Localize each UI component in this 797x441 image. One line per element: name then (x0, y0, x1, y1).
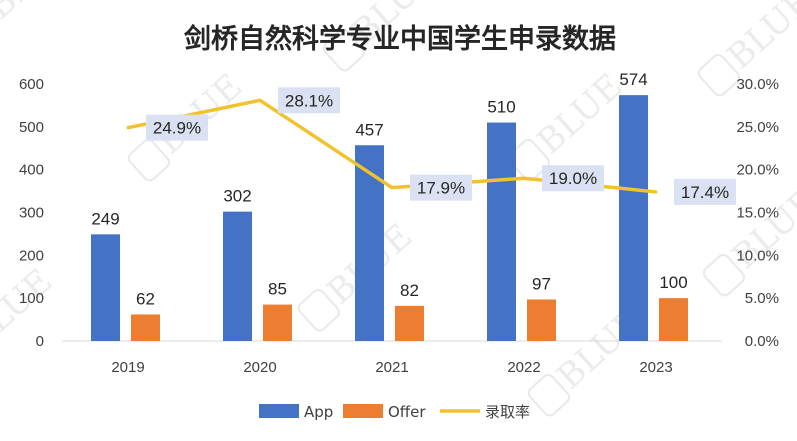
legend: App Offer 录取率 (259, 403, 530, 421)
data-labels: 249 62 302 85 457 82 510 97 574 100 24.9% 28.1% 17.9… (91, 70, 736, 308)
app-bar (487, 122, 516, 341)
watermark: BLUE (0, 0, 80, 27)
app-bar (223, 211, 252, 341)
legend-swatch-app (259, 404, 299, 418)
rate-point (126, 126, 130, 130)
offer-bar (131, 314, 160, 341)
rate-point (258, 98, 262, 102)
offer-bar (263, 304, 292, 341)
y-left-tick-label: 600 (19, 76, 44, 93)
rate-value-label: 28.1% (285, 91, 333, 110)
y-left-tick-label: 100 (19, 290, 44, 307)
x-tick-label: 2022 (507, 359, 540, 376)
rate-point (654, 190, 658, 194)
legend-label-app: App (304, 403, 333, 421)
watermark-text: BLUE (530, 66, 630, 162)
legend-label-offer: Offer (388, 403, 426, 421)
rate-label-box (542, 165, 604, 192)
y-left-tick-label: 300 (19, 205, 44, 222)
rate-value-label: 24.9% (153, 119, 201, 138)
watermark-shield-icon (127, 138, 170, 182)
y-right-tick-label: 25.0% (736, 119, 779, 136)
rate-label-box (146, 114, 208, 141)
rate-label-box (674, 178, 736, 205)
app-value-label: 302 (223, 187, 251, 206)
watermark: BLUE (0, 261, 60, 357)
app-bar (619, 95, 648, 342)
rate-point (522, 176, 526, 180)
bars (91, 95, 688, 342)
x-tick-label: 2020 (243, 359, 276, 376)
x-tick-label: 2023 (639, 359, 672, 376)
chart-title: 剑桥自然科学专业中国学生申录数据 (184, 23, 616, 55)
watermark-shield-icon (297, 288, 340, 332)
watermark-shield-icon (702, 253, 745, 297)
y-right-tick-label: 5.0% (745, 290, 779, 307)
y-left-tick-label: 200 (19, 247, 44, 264)
rate-label-box (278, 87, 340, 114)
app-value-label: 457 (355, 120, 383, 139)
rate-value-label: 17.4% (681, 183, 729, 202)
y-left-tick-label: 500 (19, 119, 44, 136)
offer-value-label: 85 (268, 280, 287, 299)
watermark-shield-icon (322, 28, 365, 72)
app-value-label: 249 (91, 209, 119, 228)
y-right-tick-label: 10.0% (736, 247, 779, 264)
watermark-text: BLUE (0, 261, 60, 357)
offer-value-label: 82 (400, 281, 419, 300)
y-right-tick-label: 30.0% (736, 76, 779, 93)
app-value-label: 574 (619, 70, 647, 89)
y-right-tick-label: 15.0% (736, 205, 779, 222)
x-tick-label: 2021 (375, 359, 408, 376)
watermark-shield-icon (507, 138, 550, 182)
app-bar (91, 234, 120, 341)
y-right-tick-label: 0.0% (745, 333, 779, 350)
app-value-label: 510 (487, 98, 515, 117)
legend-swatch-offer (343, 404, 383, 418)
rate-label-box (410, 174, 472, 201)
offer-value-label: 100 (659, 273, 687, 292)
offer-bar (527, 299, 556, 341)
y-left-tick-label: 0 (36, 333, 44, 350)
offer-value-label: 62 (136, 289, 155, 308)
offer-bar (659, 298, 688, 341)
watermark-text: BLUE (0, 0, 80, 27)
y-right-tick-label: 20.0% (736, 162, 779, 179)
offer-bar (395, 305, 424, 341)
x-tick-label: 2019 (111, 359, 144, 376)
y-left-tick-label: 400 (19, 162, 44, 179)
offer-value-label: 97 (532, 274, 551, 293)
rate-point (390, 186, 394, 190)
rate-value-label: 17.9% (417, 179, 465, 198)
watermark-shield-icon (697, 53, 740, 97)
axes: 0 100 200 300 400 500 600 0.0% 5.0% 10.0% 15.0% 20.… (19, 76, 779, 376)
legend-label-rate: 录取率 (485, 403, 530, 421)
watermark-shield-icon (527, 373, 570, 417)
rate-value-label: 19.0% (549, 169, 597, 188)
